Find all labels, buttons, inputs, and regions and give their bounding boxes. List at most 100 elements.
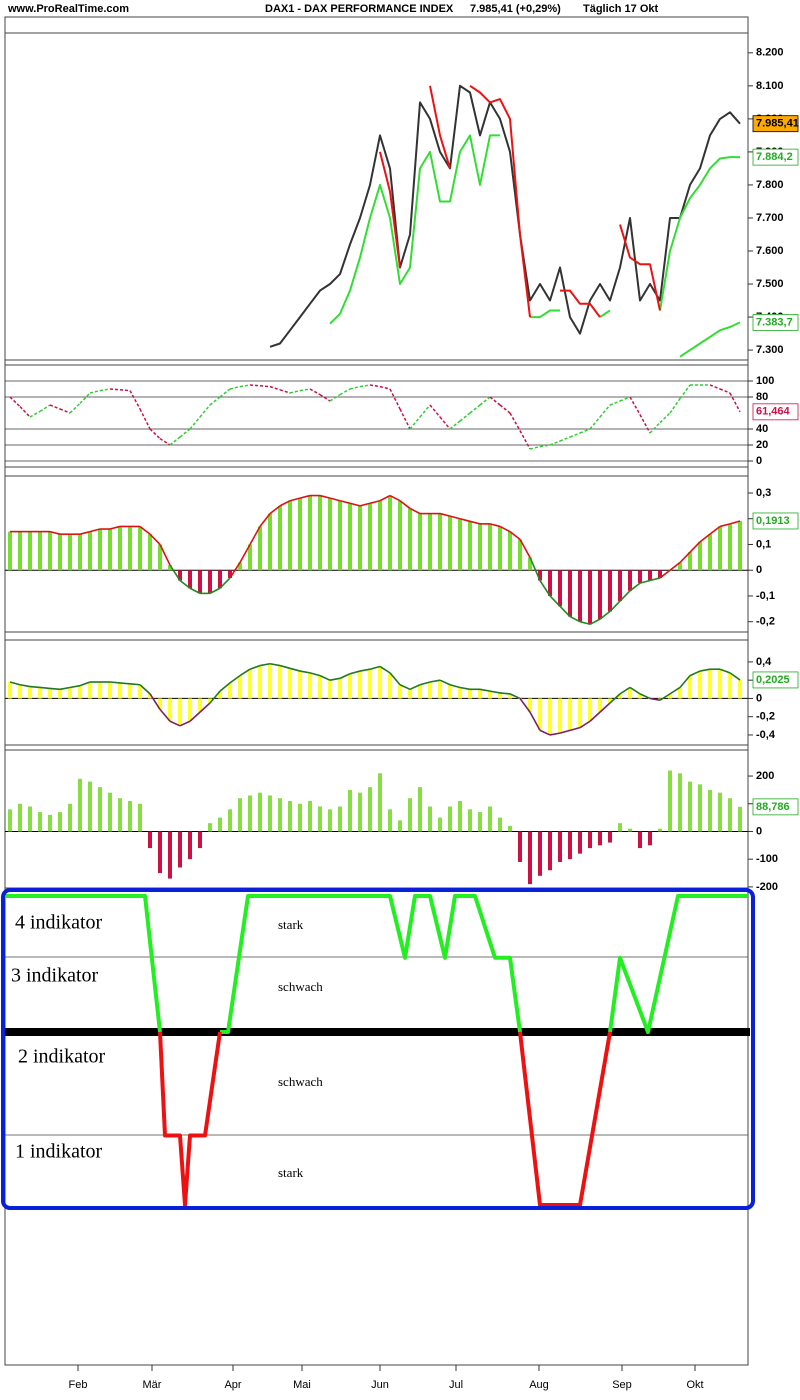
line-segment bbox=[19, 406, 31, 418]
bar bbox=[598, 570, 602, 620]
series-line bbox=[379, 84, 661, 318]
line-segment bbox=[79, 392, 91, 404]
line-segment bbox=[139, 408, 151, 430]
bar bbox=[398, 500, 402, 571]
bar bbox=[428, 806, 432, 832]
line-segment bbox=[729, 392, 741, 413]
bar bbox=[728, 672, 732, 699]
bar bbox=[358, 671, 362, 699]
bar bbox=[218, 691, 222, 699]
outline-segment bbox=[439, 512, 451, 517]
bar bbox=[128, 800, 132, 832]
outline-segment bbox=[729, 520, 741, 525]
line-segment bbox=[639, 414, 651, 434]
bar bbox=[188, 698, 192, 722]
last-value-label: 0,1913 bbox=[756, 515, 790, 527]
outline-segment bbox=[259, 662, 271, 667]
last-value-label: 7.884,2 bbox=[756, 151, 793, 163]
outline-segment bbox=[669, 686, 681, 695]
outline-segment bbox=[239, 544, 251, 563]
line-segment bbox=[119, 389, 131, 392]
x-tick-label: Mär bbox=[143, 1379, 162, 1391]
outline-segment bbox=[509, 693, 521, 700]
bar bbox=[38, 531, 42, 571]
y-tick-label: 7.600 bbox=[756, 245, 784, 257]
bar bbox=[198, 570, 202, 594]
line-segment bbox=[29, 410, 41, 418]
period: Täglich 17 Okt bbox=[583, 3, 659, 15]
y-tick-label: -0,2 bbox=[756, 711, 775, 723]
bar bbox=[158, 544, 162, 571]
outline-segment bbox=[189, 711, 201, 722]
bar bbox=[708, 534, 712, 571]
bar bbox=[78, 534, 82, 571]
outline-segment bbox=[339, 673, 351, 680]
line-segment bbox=[679, 384, 691, 400]
bar bbox=[438, 513, 442, 571]
line-segment bbox=[489, 396, 501, 406]
line-segment bbox=[359, 384, 371, 388]
line-segment bbox=[659, 412, 671, 424]
outline-segment bbox=[649, 697, 661, 702]
bar bbox=[478, 523, 482, 571]
line-segment bbox=[129, 390, 141, 410]
bar bbox=[488, 523, 492, 571]
line-segment bbox=[149, 428, 161, 440]
outline-segment bbox=[359, 668, 371, 672]
site-name: www.ProRealTime.com bbox=[7, 3, 129, 15]
y-tick-label: 7.700 bbox=[756, 212, 784, 224]
outline-segment bbox=[659, 569, 671, 579]
line-segment bbox=[369, 384, 381, 388]
outline-segment bbox=[159, 708, 171, 722]
outline-segment bbox=[179, 579, 191, 589]
y-tick-label: 0,1 bbox=[756, 538, 771, 550]
bar bbox=[358, 505, 362, 571]
bar bbox=[208, 570, 212, 594]
bar bbox=[548, 698, 552, 735]
bar bbox=[338, 500, 342, 571]
outline-segment bbox=[149, 533, 161, 546]
outline-segment bbox=[709, 525, 721, 535]
bar bbox=[478, 812, 482, 832]
bar bbox=[18, 803, 22, 832]
series-line bbox=[329, 134, 740, 325]
bar bbox=[678, 687, 682, 699]
bar bbox=[648, 570, 652, 581]
bar bbox=[108, 682, 112, 699]
bar bbox=[678, 773, 682, 832]
line-segment bbox=[579, 428, 591, 434]
outline-segment bbox=[369, 665, 381, 670]
bar bbox=[408, 508, 412, 571]
outline-segment bbox=[49, 687, 61, 691]
line-segment bbox=[279, 389, 291, 394]
outline-segment bbox=[259, 513, 271, 527]
outline-segment bbox=[19, 683, 31, 688]
line-segment bbox=[429, 404, 441, 418]
outline-segment bbox=[609, 693, 621, 704]
outline-segment bbox=[339, 499, 351, 505]
bar bbox=[158, 698, 162, 710]
bar bbox=[428, 682, 432, 699]
line-segment bbox=[299, 388, 311, 392]
line-segment bbox=[159, 437, 171, 446]
bar bbox=[408, 689, 412, 699]
line-segment bbox=[479, 396, 491, 406]
outline-segment bbox=[519, 697, 531, 713]
bar bbox=[98, 529, 102, 571]
bar bbox=[718, 669, 722, 699]
line-segment bbox=[339, 388, 351, 396]
outline-segment bbox=[219, 577, 231, 589]
bar bbox=[38, 812, 42, 832]
bar bbox=[448, 516, 452, 571]
bar bbox=[588, 698, 592, 722]
line-segment bbox=[499, 404, 511, 414]
last-value-box bbox=[752, 314, 799, 331]
outline-segment bbox=[429, 679, 441, 683]
series-line bbox=[679, 321, 741, 358]
outline-segment bbox=[59, 686, 71, 691]
series-line bbox=[269, 84, 741, 348]
bar bbox=[18, 684, 22, 699]
bar bbox=[508, 693, 512, 699]
outline-segment bbox=[619, 590, 631, 602]
